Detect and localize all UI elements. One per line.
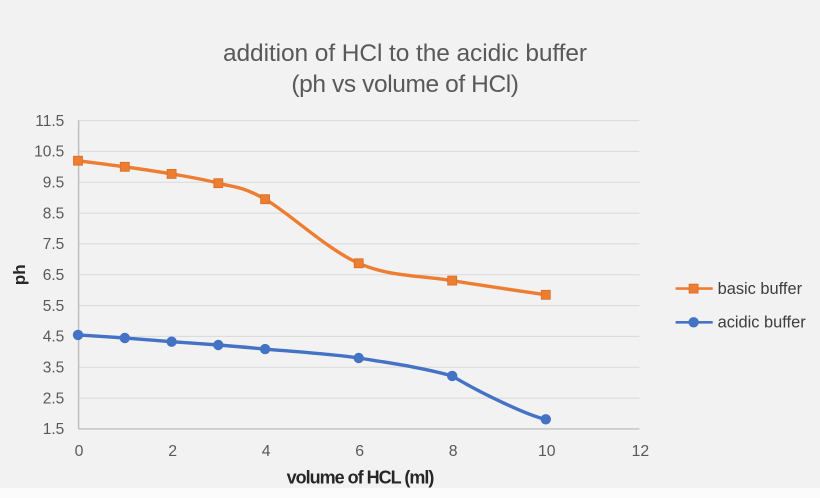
svg-text:0: 0 (75, 443, 84, 460)
svg-text:1.5: 1.5 (43, 421, 65, 438)
svg-text:11.5: 11.5 (35, 113, 64, 130)
svg-text:addition of HCl to the acidic: addition of HCl to the acidic buffer (223, 40, 587, 67)
svg-text:10: 10 (538, 443, 556, 460)
svg-text:basic buffer: basic buffer (718, 280, 803, 298)
svg-text:volume of HCL (ml): volume of HCL (ml) (287, 467, 435, 487)
svg-text:12: 12 (632, 443, 650, 460)
svg-text:4.5: 4.5 (43, 329, 65, 346)
svg-text:8: 8 (449, 443, 458, 460)
svg-text:acidic buffer: acidic buffer (718, 313, 807, 331)
svg-text:(ph vs volume of HCl): (ph vs volume of HCl) (291, 71, 518, 98)
svg-text:6.5: 6.5 (43, 267, 65, 284)
svg-text:7.5: 7.5 (43, 236, 65, 253)
svg-text:2: 2 (168, 443, 177, 460)
svg-text:8.5: 8.5 (43, 205, 65, 222)
svg-text:3.5: 3.5 (43, 359, 65, 376)
svg-text:10.5: 10.5 (34, 144, 64, 161)
svg-text:5.5: 5.5 (43, 298, 65, 315)
svg-text:6: 6 (355, 443, 364, 460)
svg-text:9.5: 9.5 (43, 175, 65, 192)
svg-text:2.5: 2.5 (43, 390, 65, 407)
svg-text:4: 4 (262, 443, 271, 460)
svg-text:ph: ph (10, 264, 29, 285)
